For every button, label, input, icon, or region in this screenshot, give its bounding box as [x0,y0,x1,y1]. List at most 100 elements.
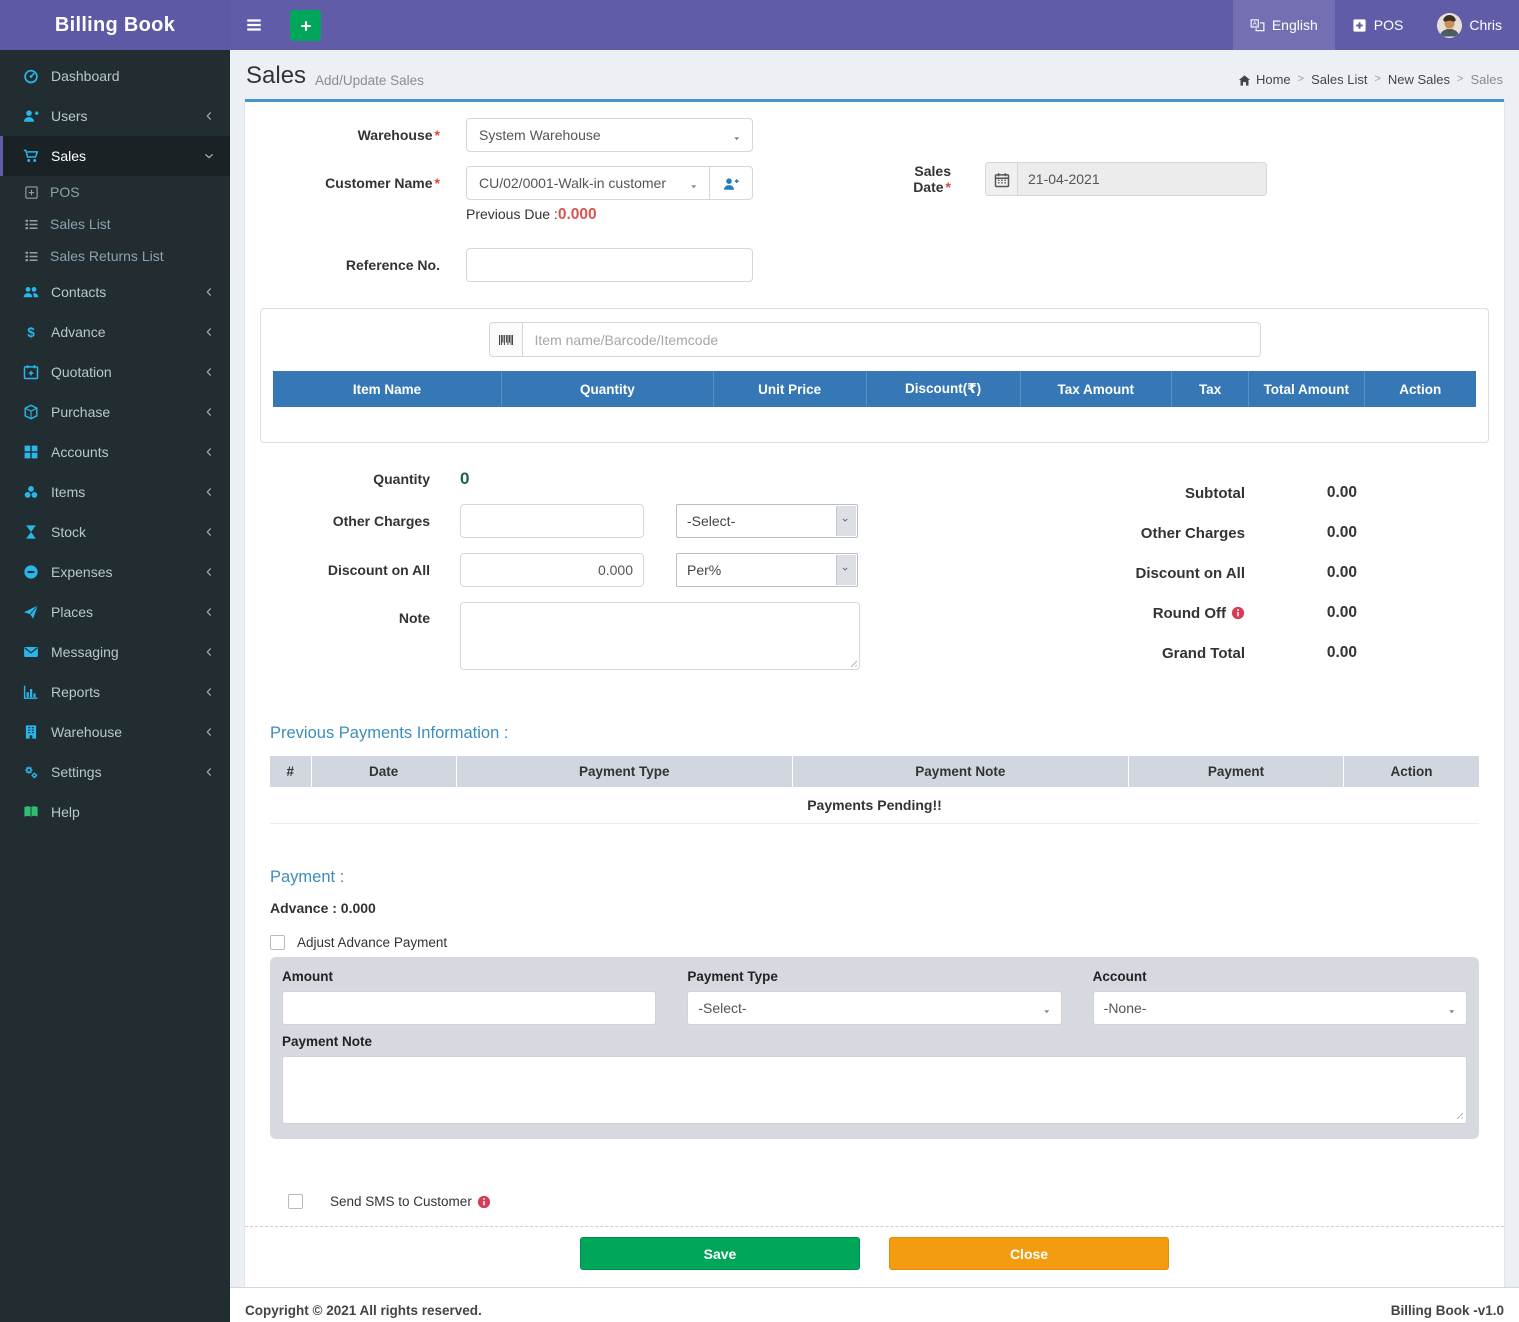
sidebar-item-expenses[interactable]: Expenses [0,552,230,592]
info-icon[interactable] [477,1195,491,1209]
previous-due: Previous Due :0.000 [466,206,1489,224]
items-column-tax: Tax [1171,371,1250,407]
sidebar-item-contacts[interactable]: Contacts [0,272,230,312]
cube-icon [21,404,41,420]
payment-panel: Amount Payment Type -Select- Account [270,957,1479,1139]
sidebar-item-label: Help [51,804,80,820]
sidebar-item-accounts[interactable]: Accounts [0,432,230,472]
breadcrumb-item-new-sales[interactable]: New Sales [1387,71,1451,87]
other-charges-select[interactable]: -Select- [676,504,858,538]
chevron-left-icon [203,110,215,122]
sidebar-item-messaging[interactable]: Messaging [0,632,230,672]
sidebar-item-stock[interactable]: Stock [0,512,230,552]
avatar-image [1437,12,1463,38]
total-value: 0.00 [1326,644,1357,661]
sidebar-item-label: Users [51,108,88,124]
sidebar-item-reports[interactable]: Reports [0,672,230,712]
payment-type-select[interactable]: -Select- [687,991,1062,1025]
sidebar-item-label: Reports [51,684,101,700]
sidebar-subitem-sales-list[interactable]: Sales List [0,208,230,240]
sidebar-item-advance[interactable]: $ Advance [0,312,230,352]
add-customer-button[interactable] [710,166,753,200]
plus-icon [299,17,313,32]
reference-input[interactable] [466,248,753,282]
discount-input[interactable] [460,553,644,587]
send-sms-label: Send SMS to Customer [330,1194,491,1209]
app-logo[interactable]: Billing Book [0,0,230,50]
sidebar-item-label: Purchase [51,404,111,420]
pos-button[interactable]: POS [1335,0,1421,50]
sidebar-item-places[interactable]: Places [0,592,230,632]
note-textarea[interactable] [460,602,860,670]
payment-type-column: Payment Type -Select- [687,969,1062,1025]
sidebar-item-help[interactable]: Help [0,792,230,832]
svg-text:A: A [1252,21,1257,28]
sidebar-subitem-pos[interactable]: POS [0,176,230,208]
other-charges-input[interactable] [460,504,644,538]
list-icon [22,249,40,264]
customer-label: Customer Name * [325,175,440,191]
total-row-other-charges: Other Charges 0.00 [880,513,1357,553]
sidebar-item-purchase[interactable]: Purchase [0,392,230,432]
sidebar-item-label: Messaging [51,644,119,660]
discount-unit-select[interactable]: Per% [676,553,858,587]
sidebar-item-sales[interactable]: Sales [0,136,230,176]
payment-section: Payment : Advance : 0.000 Adjust Advance… [270,868,1479,1139]
sidebar-item-settings[interactable]: Settings [0,752,230,792]
amount-label: Amount [282,969,333,984]
divider [245,1226,1504,1227]
sidebar-menu: Dashboard Users Sales POS Sales List Sales Re… [0,50,230,832]
sidebar-item-warehouse[interactable]: Warehouse [0,712,230,752]
sidebar-toggle-button[interactable] [230,0,278,50]
barcode-icon [498,331,514,348]
user-menu[interactable]: Chris [1420,0,1519,50]
total-value: 0.00 [1326,484,1357,501]
sidebar-item-label: Items [51,484,86,500]
paper-plane-icon [21,604,41,620]
payment-note-textarea[interactable] [282,1056,1467,1124]
chevron-left-icon [203,486,215,498]
user-plus-icon [723,174,739,191]
sidebar-subitem-sales-returns-list[interactable]: Sales Returns List [0,240,230,272]
sidebar-item-items[interactable]: Items [0,472,230,512]
breadcrumb: Home > Sales List > New Sales > Sales [1238,65,1503,87]
sidebar-item-label: Quotation [51,364,112,380]
account-column: Account -None- [1092,969,1467,1025]
save-button[interactable]: Save [580,1237,860,1270]
amount-column: Amount [282,969,657,1025]
sidebar-item-label: Expenses [51,564,113,580]
totals-column: Subtotal 0.00 Other Charges 0.00 Discount on… [880,469,1489,688]
sidebar-item-quotation[interactable]: Quotation [0,352,230,392]
sidebar-item-users[interactable]: Users [0,96,230,136]
item-search-input[interactable] [521,322,1261,357]
other-charges-label: Other Charges [332,513,430,529]
items-column-action: Action [1364,371,1476,407]
total-label: Grand Total [1161,644,1245,662]
breadcrumb-item-sales-list[interactable]: Sales List [1311,71,1368,87]
quick-add-button[interactable] [290,9,321,41]
account-select[interactable]: -None- [1092,991,1467,1025]
language-menu[interactable]: A English [1232,0,1335,50]
info-icon[interactable] [1231,606,1245,620]
send-sms-checkbox[interactable] [288,1194,303,1209]
close-button[interactable]: Close [889,1237,1169,1270]
content-wrapper: Sales Add/Update Sales Home > Sales List > N… [230,0,1519,1287]
adjust-advance-checkbox[interactable] [270,935,285,950]
amount-input[interactable] [282,991,657,1025]
customer-select[interactable]: CU/02/0001-Walk-in customer [466,166,710,200]
calendar-plus-icon [21,364,41,380]
items-column-unit-price: Unit Price [713,371,867,407]
sales-date-input[interactable] [1018,162,1267,196]
previous-payments-table: # Date Payment Type Payment Note Payment Acti… [270,756,1479,824]
items-table-empty-row [273,407,1476,435]
payments-pending-text: Payments Pending!! [270,787,1479,824]
main-header: Billing Book A English POS [0,0,1519,50]
breadcrumb-item-home[interactable]: Home [1238,71,1291,87]
breadcrumb-separator: > [1457,73,1464,85]
sidebar-item-dashboard[interactable]: Dashboard [0,56,230,96]
chevron-down-icon [842,562,852,578]
warehouse-select[interactable]: System Warehouse [466,118,753,152]
ppay-column-payment: Payment [1128,756,1345,787]
calendar-addon[interactable] [985,162,1018,196]
payment-note-label: Payment Note [282,1034,373,1049]
